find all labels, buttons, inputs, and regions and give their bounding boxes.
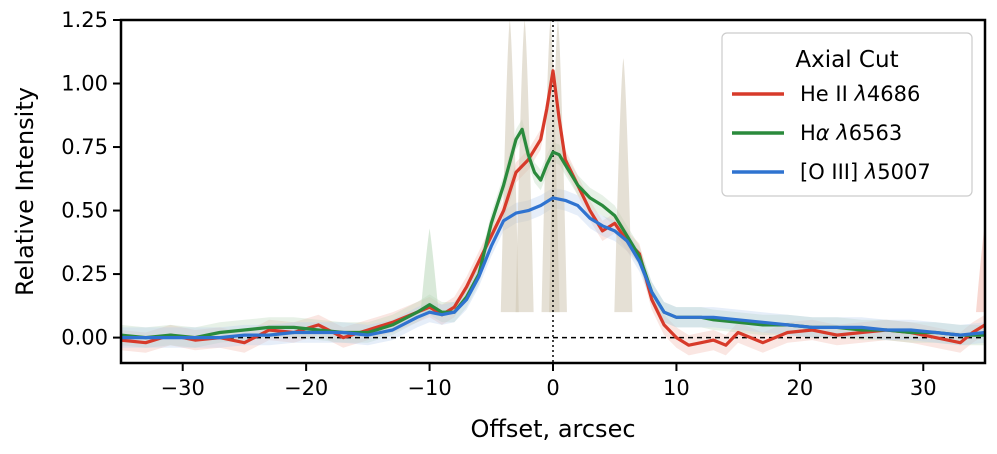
- x-tick-label: 0: [546, 376, 559, 400]
- series-line-3: [121, 196, 985, 340]
- y-tick-label: 1.25: [61, 8, 108, 32]
- y-tick-label: 0.75: [61, 135, 108, 159]
- x-tick-label: 30: [910, 376, 937, 400]
- legend-box: [721, 32, 973, 197]
- legend-title: Axial Cut: [795, 47, 898, 73]
- x-tick-label: 20: [786, 376, 813, 400]
- y-tick-label: 0.50: [61, 199, 108, 223]
- legend-label-2: Hα λ6563: [800, 121, 902, 145]
- uncertainty-spike-5: [548, 20, 567, 313]
- band-2: [121, 119, 985, 348]
- legend-label-1: He II λ4686: [800, 82, 920, 106]
- x-tick-label: 10: [663, 376, 690, 400]
- uncertainty-spikes: [420, 20, 985, 313]
- uncertainty-spike-6: [614, 58, 633, 313]
- x-tick-label: −20: [284, 376, 328, 400]
- legend: Axial Cut He II λ4686 Hα λ6563 [O III] λ500…: [721, 32, 973, 197]
- uncertainty-spike-3: [515, 20, 534, 313]
- x-tick-label: −30: [161, 376, 205, 400]
- x-tick-label: −10: [407, 376, 451, 400]
- band-1: [121, 60, 985, 356]
- legend-label-3: [O III] λ5007: [800, 160, 931, 184]
- y-tick-label: 0.00: [61, 326, 108, 350]
- y-axis-ticks: 0.00 0.25 0.50 0.75 1.00 1.25: [61, 8, 121, 350]
- series-lines: [121, 69, 985, 347]
- y-tick-label: 0.25: [61, 262, 108, 286]
- y-tick-label: 1.00: [61, 72, 108, 96]
- x-axis-label: Offset, arcsec: [470, 415, 635, 443]
- y-axis-label: Relative Intensity: [11, 87, 39, 296]
- x-axis-ticks: −30 −20 −10 0 10 20 30: [161, 363, 937, 400]
- uncertainty-spike-7: [976, 223, 985, 313]
- uncertainty-spike-1: [420, 228, 439, 313]
- reference-lines: [121, 20, 985, 363]
